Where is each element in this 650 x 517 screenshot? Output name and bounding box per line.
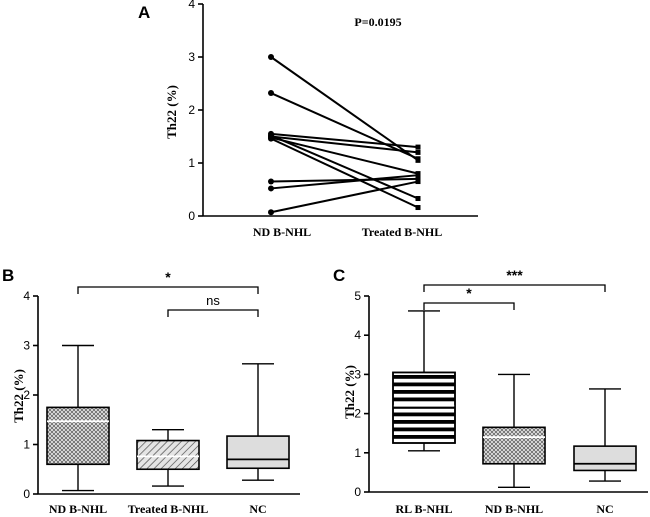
treated-point (415, 149, 421, 155)
y-tick-label-a: 1 (188, 156, 195, 170)
significance-label: *** (506, 267, 523, 283)
y-tick-label-b: 3 (23, 339, 30, 353)
significance-bracket (167, 309, 259, 317)
nd-point (268, 135, 274, 142)
paired-line (270, 177, 419, 183)
treated-point (415, 156, 421, 162)
y-tick-label-b: 2 (23, 388, 30, 402)
y-tick-label-c: 0 (354, 485, 361, 499)
paired-line (270, 135, 419, 154)
paired-line (270, 92, 419, 160)
significance-bracket (423, 302, 515, 310)
paired-line (270, 134, 419, 200)
paired-line (270, 56, 419, 162)
y-axis-label-b: Th22 (%) (11, 369, 26, 423)
nd-point (268, 185, 274, 192)
y-tick-label-c: 5 (354, 289, 361, 303)
box-b (136, 439, 200, 471)
x-category-label-b: ND B-NHL (49, 502, 107, 516)
paired-line (270, 136, 419, 175)
chart-a: Th22 (%) P=0.0195 0 1 2 3 4 ND B-NHL Treated B… (164, 0, 478, 239)
x-category-label-a: ND B-NHL (253, 225, 311, 239)
panel-label-b: B (2, 266, 14, 285)
nd-point (268, 90, 274, 97)
x-category-label-a: Treated B-NHL (362, 225, 443, 239)
treated-point (415, 172, 421, 178)
y-tick-label-c: 2 (354, 407, 361, 421)
y-tick-label-a: 4 (188, 0, 195, 11)
y-axis-label-a: Th22 (%) (164, 85, 179, 139)
x-category-label-c: RL B-NHL (395, 502, 452, 516)
box-c (482, 426, 546, 465)
box-b (226, 435, 290, 470)
nd-point (268, 178, 274, 185)
y-tick-label-b: 0 (23, 487, 30, 501)
paired-line (270, 174, 419, 190)
significance-label: * (466, 285, 472, 301)
box-b (46, 406, 110, 466)
significance-label: * (165, 269, 171, 285)
panel-label-c: C (333, 266, 345, 285)
y-tick-label-b: 4 (23, 289, 30, 303)
x-category-label-b: Treated B-NHL (128, 502, 209, 516)
treated-point (415, 176, 421, 182)
paired-line (270, 132, 419, 149)
panel-label-a: A (138, 3, 150, 22)
x-category-label-c: NC (596, 502, 613, 516)
significance-label: ns (206, 293, 220, 308)
box-c (392, 371, 456, 444)
x-category-label-c: ND B-NHL (485, 502, 543, 516)
y-tick-label-c: 4 (354, 328, 361, 342)
x-category-label-b: NC (249, 502, 266, 516)
chart-b: Th22 (%) 0 1 2 3 4 ND B-NHL Treated B-NHL NC * ns (11, 269, 300, 516)
y-tick-label-a: 3 (188, 50, 195, 64)
box-outline (392, 371, 456, 444)
y-tick-label-b: 1 (23, 438, 30, 452)
paired-line (270, 180, 419, 214)
treated-point (415, 144, 421, 150)
p-value-annotation: P=0.0195 (354, 15, 401, 29)
treated-point (415, 179, 421, 185)
box-c (573, 445, 637, 472)
paired-line (270, 137, 419, 209)
y-tick-label-c: 3 (354, 367, 361, 381)
significance-bracket (77, 286, 259, 294)
nd-point (268, 54, 274, 60)
y-tick-label-a: 2 (188, 103, 195, 117)
y-tick-label-a: 0 (188, 209, 195, 223)
treated-point (415, 196, 421, 202)
treated-point (415, 205, 421, 211)
nd-point (268, 209, 274, 216)
significance-bracket (423, 284, 606, 292)
y-axis-label-c: Th22 (%) (342, 365, 357, 419)
y-tick-label-c: 1 (354, 446, 361, 460)
